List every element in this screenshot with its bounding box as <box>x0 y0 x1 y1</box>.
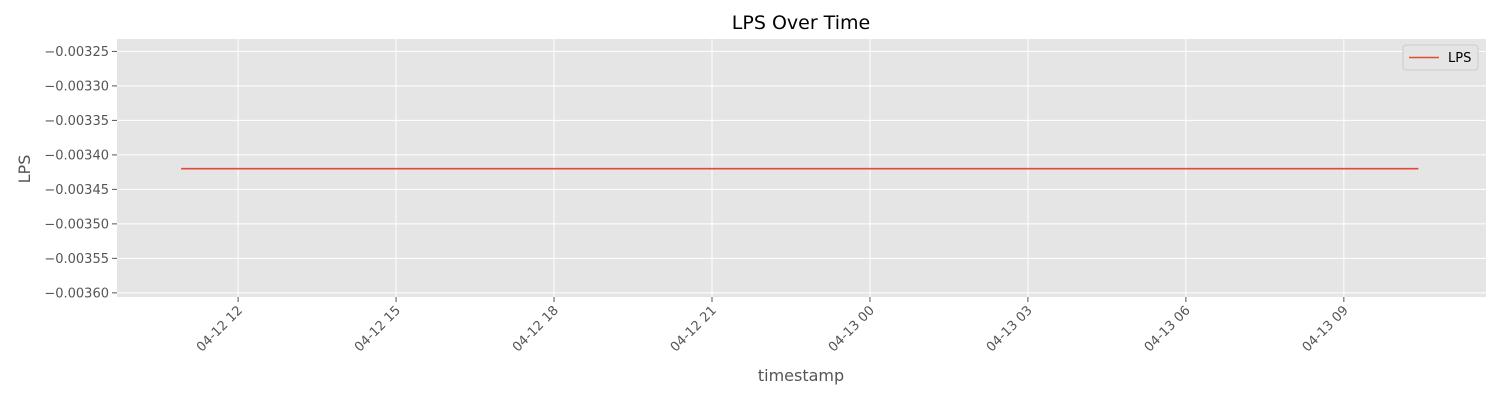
y-tick-label: −0.00340 <box>44 148 109 163</box>
y-tick-label: −0.00360 <box>44 286 109 301</box>
y-tick-label: −0.00350 <box>44 217 109 232</box>
y-axis: −0.00325 −0.00330 −0.00335 −0.00340 −0.00345… <box>44 45 117 301</box>
legend: LPS <box>1402 44 1479 71</box>
y-tick-label: −0.00330 <box>44 79 109 94</box>
y-tick-label: −0.00345 <box>44 183 109 198</box>
y-tick-label: −0.00355 <box>44 252 109 267</box>
y-tick-label: −0.00335 <box>44 114 109 129</box>
y-tick-label: −0.00325 <box>44 45 109 60</box>
x-axis-title: timestamp <box>758 366 844 385</box>
legend-label: LPS <box>1448 51 1471 66</box>
legend-box <box>1402 44 1479 71</box>
y-axis-title: LPS <box>15 155 34 184</box>
chart-title: LPS Over Time <box>732 12 870 34</box>
